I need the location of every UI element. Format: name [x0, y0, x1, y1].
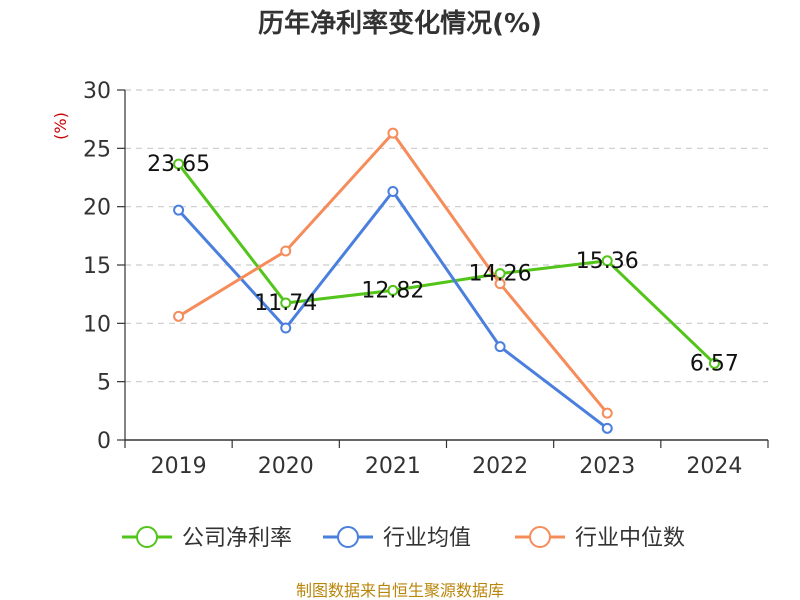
legend-item-1: 行业均值	[323, 526, 471, 551]
series-line	[177, 190, 609, 430]
data-point	[494, 268, 506, 280]
data-point	[601, 407, 613, 419]
x-tick-label: 2024	[686, 454, 742, 479]
data-label: 14.26	[469, 262, 532, 287]
y-tick-label: 20	[83, 196, 111, 221]
series-line	[177, 131, 609, 415]
series-2	[173, 127, 613, 419]
legend-marker	[337, 526, 359, 548]
data-label: 6.57	[690, 351, 739, 376]
data-label: 15.36	[576, 249, 639, 274]
series-1	[173, 186, 613, 434]
data-point	[280, 297, 292, 309]
axes: 0 5 10 15 20 25 30 2019 2020 2021 2022 2023 2024	[83, 79, 769, 479]
data-point	[173, 158, 185, 170]
data-point	[387, 127, 399, 139]
legend-label: 行业均值	[383, 526, 471, 551]
y-tick-label: 5	[97, 371, 111, 396]
data-point	[173, 204, 185, 216]
y-tick-label: 10	[83, 312, 111, 337]
data-label: 11.74	[254, 291, 317, 316]
data-label: 12.82	[361, 278, 424, 303]
x-tick-label: 2022	[472, 454, 528, 479]
grid-lines	[125, 89, 768, 383]
series-0	[173, 158, 720, 369]
y-tick-label: 25	[83, 137, 111, 162]
x-tick-label: 2023	[579, 454, 635, 479]
data-point	[601, 422, 613, 434]
legend-item-0: 公司净利率	[122, 526, 292, 551]
data-labels: 23.65 11.74 12.82 14.26 15.36 6.57	[147, 152, 739, 376]
legend: 公司净利率 行业均值 行业中位数	[122, 526, 685, 551]
data-point	[494, 278, 506, 290]
series-line	[177, 163, 716, 365]
legend-label: 行业中位数	[575, 526, 685, 551]
y-tick-label: 15	[83, 254, 111, 279]
y-tick-label: 30	[83, 79, 111, 104]
y-tick-label: 0	[97, 429, 111, 454]
data-point	[173, 310, 185, 322]
data-point	[494, 341, 506, 353]
x-tick-label: 2019	[151, 454, 207, 479]
legend-item-2: 行业中位数	[515, 526, 685, 551]
x-tick-label: 2021	[365, 454, 421, 479]
legend-marker	[529, 526, 551, 548]
data-point	[708, 357, 720, 369]
data-point	[387, 284, 399, 296]
y-axis-unit: (%)	[51, 112, 70, 140]
chart-title: 历年净利率变化情况(%)	[258, 8, 542, 39]
source-note: 制图数据来自恒生聚源数据库	[296, 581, 504, 600]
data-point	[280, 322, 292, 334]
data-point	[280, 245, 292, 257]
data-label: 23.65	[147, 152, 210, 177]
legend-marker	[136, 526, 158, 548]
x-tick-label: 2020	[258, 454, 314, 479]
data-point	[387, 186, 399, 197]
series-layer	[173, 127, 720, 434]
legend-label: 公司净利率	[182, 526, 292, 551]
data-point	[601, 255, 613, 267]
